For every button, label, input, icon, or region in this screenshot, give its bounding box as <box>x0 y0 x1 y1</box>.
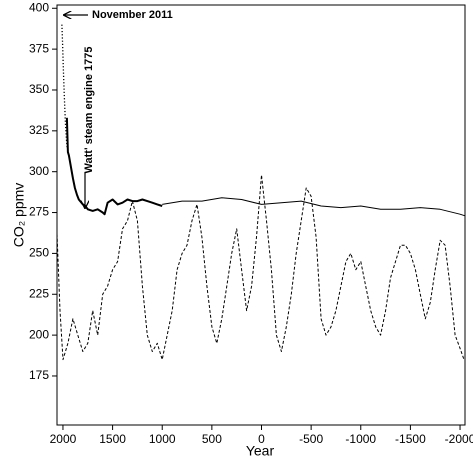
data-line <box>162 197 466 217</box>
x-tick-label: 0 <box>258 432 265 446</box>
plot-frame <box>56 4 466 426</box>
y-tick-label: 300 <box>29 164 49 178</box>
x-tick-label: -1000 <box>345 432 376 446</box>
data-line <box>61 24 68 148</box>
annotation: Watt' steam engine 1775 <box>83 47 95 174</box>
y-tick-label: 400 <box>29 0 49 14</box>
y-axis-label: CO₂ ppmv <box>11 183 27 248</box>
x-tick-label: -500 <box>299 432 323 446</box>
y-tick-label: 275 <box>29 205 49 219</box>
data-line <box>65 117 163 216</box>
x-tick-label: -2000 <box>445 432 473 446</box>
x-tick-label: -1500 <box>395 432 426 446</box>
data-line <box>56 174 465 361</box>
y-tick-label: 250 <box>29 246 49 260</box>
y-tick-label: 175 <box>29 368 49 382</box>
x-tick-label: 2000 <box>50 432 77 446</box>
x-axis-label: Year <box>246 443 275 459</box>
annotation: November 2011 <box>92 9 173 21</box>
x-tick-label: 1000 <box>149 432 176 446</box>
y-tick-label: 325 <box>29 123 49 137</box>
y-tick-label: 350 <box>29 82 49 96</box>
y-tick-label: 375 <box>29 41 49 55</box>
y-tick-label: 200 <box>29 327 49 341</box>
y-tick-label: 225 <box>29 286 49 300</box>
x-tick-label: 1500 <box>99 432 126 446</box>
x-tick-label: 500 <box>202 432 222 446</box>
